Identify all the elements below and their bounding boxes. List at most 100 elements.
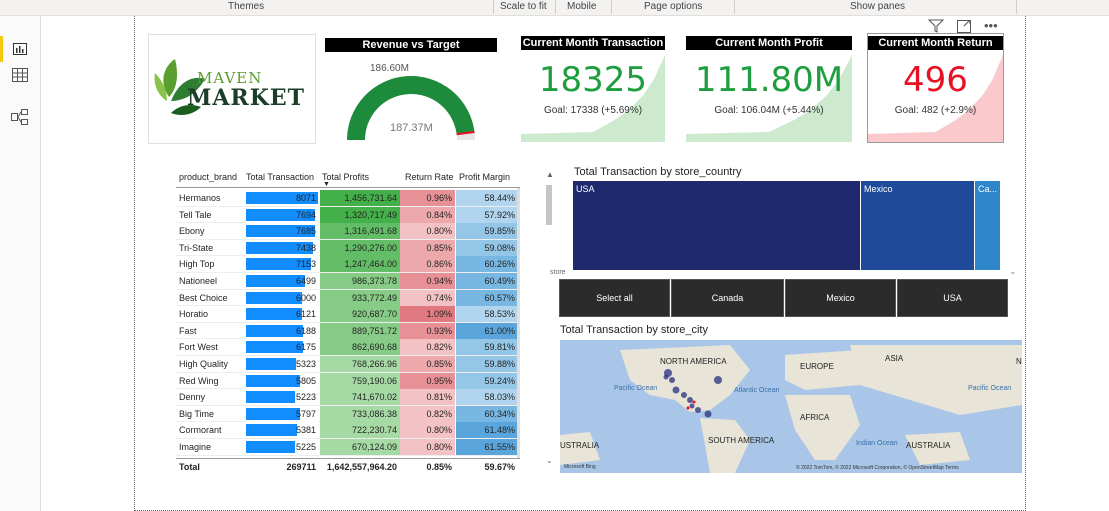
map-point[interactable] xyxy=(695,407,701,413)
kpi-card[interactable]: Current Month Profit 111.80M Goal: 106.0… xyxy=(686,34,852,142)
scale-to-fit-menu[interactable]: Scale to fit xyxy=(500,1,547,12)
transaction-value: 5223 xyxy=(295,392,316,403)
transaction-bar xyxy=(246,225,315,238)
return-rate-cell: 0.85% xyxy=(400,239,455,256)
map-point[interactable] xyxy=(681,392,687,398)
kpi-value: 496 xyxy=(903,60,968,100)
scroll-up-icon[interactable]: ▲ xyxy=(546,170,554,179)
table-row[interactable]: Imagine 5225 670,124.09 0.80% 61.55% xyxy=(176,439,520,456)
report-view-button[interactable] xyxy=(6,36,34,62)
model-view-button[interactable] xyxy=(6,104,34,130)
transaction-value: 5225 xyxy=(295,442,316,452)
themes-menu[interactable]: Themes xyxy=(228,1,265,12)
total-pm: 59.67% xyxy=(484,462,515,472)
treemap-block[interactable]: Ca... xyxy=(975,181,1000,270)
brand-cell: Cormorant xyxy=(179,425,222,436)
kpi-card[interactable]: Current Month Transaction 18325 Goal: 17… xyxy=(521,34,665,142)
transaction-bar xyxy=(246,258,311,271)
brand-cell: Hermanos xyxy=(179,193,221,203)
table-row[interactable]: Denny 5223 741,670.02 0.81% 58.03% xyxy=(176,389,520,406)
table-row[interactable]: Nationeel 6499 986,373.78 0.94% 60.49% xyxy=(176,273,520,290)
col-return-rate[interactable]: Return Rate xyxy=(405,172,454,182)
col-profit-margin[interactable]: Profit Margin xyxy=(459,172,511,182)
filter-icon[interactable] xyxy=(927,19,945,38)
mobile-menu[interactable]: Mobile xyxy=(567,1,597,12)
brand-cell: Denny xyxy=(179,392,206,403)
brand-cell: Tri-State xyxy=(179,242,214,253)
map-point[interactable] xyxy=(669,377,675,383)
col-total-profits[interactable]: Total Profits xyxy=(322,172,370,182)
table-row[interactable]: Fast 6188 889,751.72 0.93% 61.00% xyxy=(176,322,520,340)
col-total-transaction[interactable]: Total Transaction xyxy=(246,172,315,182)
kpi-title: Current Month Profit xyxy=(686,36,852,50)
profit-margin-cell: 61.48% xyxy=(456,422,518,439)
map-point[interactable] xyxy=(714,376,722,384)
chevron-down-icon[interactable]: ⌄ xyxy=(1009,266,1017,276)
profit-cell: 722,230.74 xyxy=(320,422,400,439)
map-point[interactable] xyxy=(687,397,693,403)
table-row[interactable]: Fort West 6175 862,690.68 0.82% 59.81% xyxy=(176,339,520,356)
transaction-value: 6000 xyxy=(295,292,316,303)
return-rate-cell: 1.09% xyxy=(400,306,455,323)
table-row[interactable]: Red Wing 5805 759,190.06 0.95% 59.24% xyxy=(176,372,520,390)
show-panes-menu[interactable]: Show panes xyxy=(850,1,906,12)
profit-cell: 1,290,276.00 xyxy=(320,239,400,256)
slicer-option[interactable]: Mexico xyxy=(785,279,896,317)
map-point[interactable] xyxy=(672,386,680,394)
table-row[interactable]: Best Choice 6000 933,772.49 0.74% 60.57% xyxy=(176,289,520,307)
right-panel-scrollbar[interactable] xyxy=(546,185,552,225)
city-map[interactable]: NORTH AMERICA EUROPE ASIA AFRICA SOUTH A… xyxy=(560,340,1022,473)
brand-cell: High Quality xyxy=(179,359,229,369)
brand-cell: Big Time xyxy=(179,408,215,419)
transaction-bar xyxy=(246,407,300,420)
revenue-gauge[interactable] xyxy=(325,54,497,144)
divider xyxy=(555,0,556,14)
transaction-bar xyxy=(246,358,297,370)
table-row[interactable]: High Top 7153 1,247,464.00 0.86% 60.26% xyxy=(176,256,520,273)
page-options-menu[interactable]: Page options xyxy=(644,1,703,12)
table-row[interactable]: Horatio 6121 920,687.70 1.09% 58.53% xyxy=(176,306,520,323)
table-icon xyxy=(12,68,28,82)
kpi-card[interactable]: Current Month Return 496 Goal: 482 (+2.9… xyxy=(867,33,1004,143)
bing-logo: Microsoft Bing xyxy=(564,464,596,470)
kpi-title: Current Month Return xyxy=(868,36,1003,50)
treemap-block[interactable]: USA xyxy=(573,181,860,270)
focus-mode-icon[interactable] xyxy=(957,19,971,38)
profit-cell: 933,772.49 xyxy=(320,289,400,306)
label-asia: ASIA xyxy=(885,354,904,363)
slicer-option[interactable]: Canada xyxy=(671,279,784,317)
table-row[interactable]: Big Time 5797 733,086.38 0.82% 60.34% xyxy=(176,405,520,423)
map-point[interactable] xyxy=(704,410,712,418)
kpi-value: 18325 xyxy=(538,60,648,100)
leaf-logo-icon xyxy=(154,59,205,115)
total-tp: 1,642,557,964.20 xyxy=(326,462,397,472)
divider xyxy=(493,0,494,14)
map-point[interactable] xyxy=(689,403,695,409)
kpi-title: Current Month Transaction xyxy=(521,36,665,50)
more-options-icon[interactable]: ••• xyxy=(984,18,998,33)
slicer-option[interactable]: Select all xyxy=(559,279,670,317)
gauge-title: Revenue vs Target xyxy=(325,38,497,52)
table-scrollbar[interactable] xyxy=(517,188,520,458)
slicer-option[interactable]: USA xyxy=(897,279,1008,317)
table-row[interactable]: Ebony 7685 1,316,491.68 0.80% 59.85% xyxy=(176,223,520,240)
table-row[interactable]: Hermanos 8071 1,456,731.64 0.96% 58.44% xyxy=(176,190,520,207)
table-row[interactable]: High Quality 5323 768,266.96 0.85% 59.88… xyxy=(176,356,520,373)
total-rr: 0.85% xyxy=(426,462,452,472)
data-view-button[interactable] xyxy=(6,62,34,88)
treemap-block[interactable]: Mexico xyxy=(861,181,974,270)
col-product-brand[interactable]: product_brand xyxy=(179,172,238,182)
label-pacific-left: Pacific Ocean xyxy=(614,385,657,392)
bar-chart-icon xyxy=(13,43,27,55)
transaction-bar xyxy=(246,308,303,321)
table-row[interactable]: Tell Tale 7694 1,320,717.49 0.84% 57.92% xyxy=(176,206,520,224)
map-point[interactable] xyxy=(663,374,669,380)
scroll-down-icon[interactable]: ⌄ xyxy=(546,456,553,465)
transaction-bar xyxy=(246,341,303,354)
table-row[interactable]: Cormorant 5381 722,230.74 0.80% 61.48% xyxy=(176,422,520,439)
table-row[interactable]: Tri-State 7438 1,290,276.00 0.85% 59.08% xyxy=(176,239,520,257)
sort-desc-icon: ▼ xyxy=(323,181,330,188)
label-partial-n: N xyxy=(1016,357,1022,366)
label-africa: AFRICA xyxy=(800,413,830,422)
kpi-goal: Goal: 106.04M (+5.44%) xyxy=(714,105,824,116)
